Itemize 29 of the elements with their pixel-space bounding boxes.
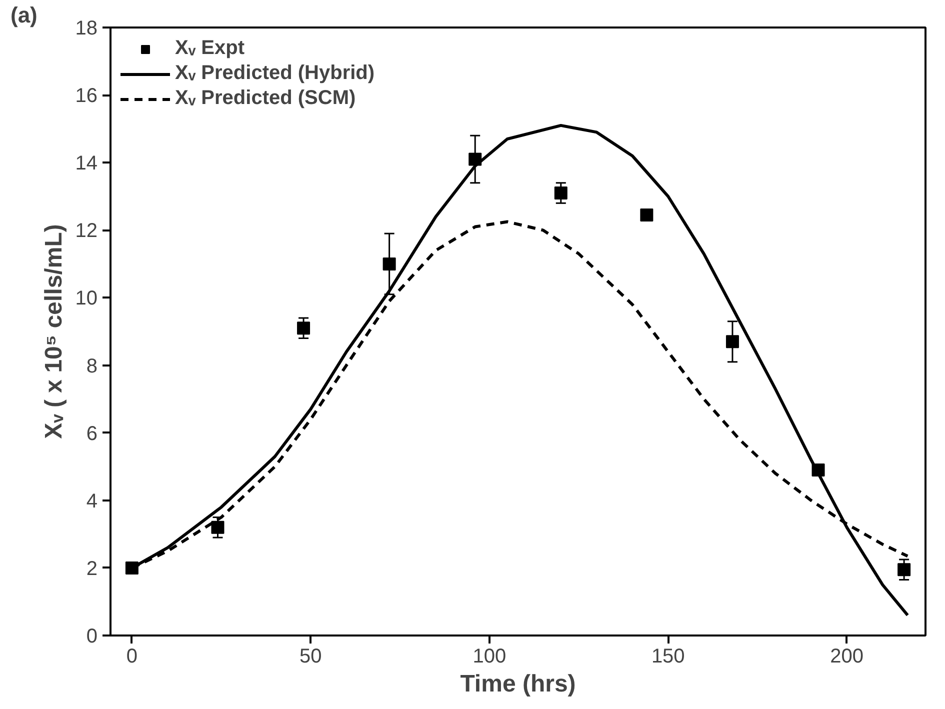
y-tick-label: 6 — [86, 422, 98, 445]
legend-label: Xᵥ Predicted (Hybrid) — [175, 62, 375, 85]
y-tick-label: 4 — [86, 490, 98, 512]
point — [211, 520, 224, 534]
point — [898, 563, 911, 576]
point — [125, 561, 138, 574]
legend-label: Xᵥ Expt — [175, 37, 245, 60]
y-tick-label: 8 — [86, 355, 98, 378]
x-tick-label: 150 — [651, 646, 685, 668]
x-axis-title: Time (hrs) — [460, 670, 576, 698]
point — [554, 186, 568, 200]
y-tick-label: 18 — [75, 18, 98, 40]
x-tick-label: 200 — [830, 646, 864, 668]
y-tick-label: 10 — [75, 288, 98, 310]
legend-label: Xᵥ Predicted (SCM) — [175, 87, 356, 110]
y-tick-label: 16 — [75, 85, 98, 108]
x-tick-label: 50 — [300, 646, 322, 668]
point — [726, 335, 739, 348]
y-tick-label: 14 — [75, 152, 98, 175]
y-tick-label: 0 — [86, 626, 98, 648]
point — [297, 322, 310, 335]
y-axis-title: Xᵥ ( x 10⁵ cells/mL) — [40, 224, 68, 439]
point — [382, 257, 396, 270]
y-tick-label: 12 — [75, 220, 98, 242]
x-tick-label: 0 — [126, 646, 138, 668]
y-tick-label: 2 — [86, 558, 98, 580]
point — [640, 208, 654, 222]
text: (a) — [10, 2, 38, 28]
x-tick-label: 100 — [472, 646, 506, 668]
